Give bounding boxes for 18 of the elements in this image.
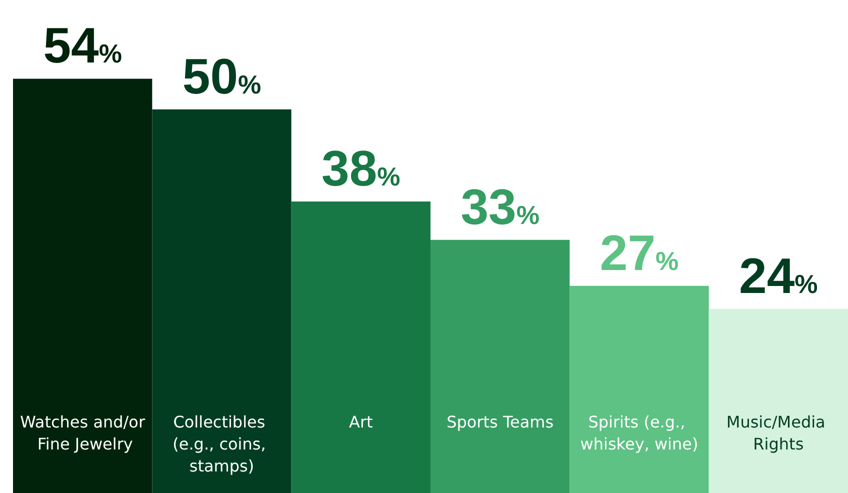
- bar: [570, 286, 709, 493]
- bar: [430, 240, 570, 493]
- bar: [291, 201, 430, 493]
- data-label: 50%: [182, 48, 262, 104]
- bar: [13, 78, 152, 493]
- x-tick-label: Sports Teams: [446, 412, 554, 432]
- data-label: 38%: [322, 140, 400, 196]
- bar: [708, 308, 848, 493]
- data-label: 54%: [43, 18, 122, 74]
- data-label: 27%: [600, 224, 679, 281]
- data-label: 33%: [460, 178, 540, 235]
- x-tick-label: Spirits (e.g., whiskey, wine): [580, 412, 698, 454]
- x-tick-label: Watches and/or Fine Jewelry: [20, 412, 146, 454]
- x-tick-label: Music/Media Rights: [726, 412, 830, 454]
- x-tick-label: Collectibles (e.g., coins, stamps): [172, 412, 271, 476]
- x-tick-label: Art: [349, 412, 373, 432]
- bar: [152, 109, 292, 493]
- data-label: 24%: [739, 248, 818, 304]
